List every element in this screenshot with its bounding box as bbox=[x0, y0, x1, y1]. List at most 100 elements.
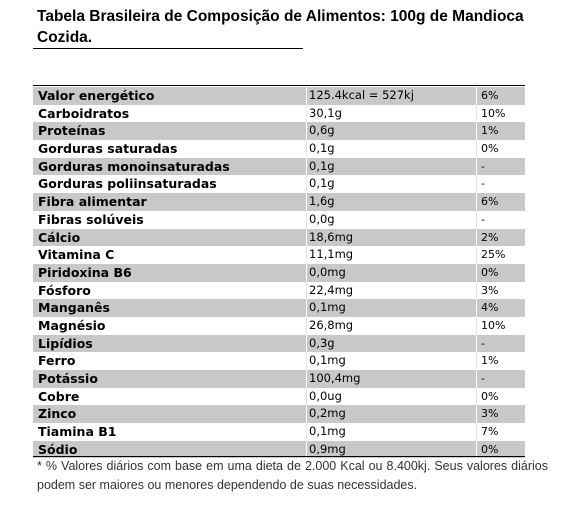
table-row: Ferro 0,1mg 1% bbox=[33, 352, 525, 370]
column-divider bbox=[476, 405, 477, 424]
nutrient-amount: 0,6g bbox=[309, 123, 335, 138]
nutrient-amount: 125.4kcal = 527kj bbox=[309, 88, 414, 102]
nutrient-name: Fósforo bbox=[38, 282, 91, 298]
nutrition-table: Valor energético 125.4kcal = 527kj 6% Carbo… bbox=[33, 87, 525, 459]
column-divider bbox=[476, 140, 477, 158]
column-divider bbox=[476, 299, 477, 317]
column-divider bbox=[306, 387, 307, 406]
daily-value-percent: - bbox=[481, 372, 485, 385]
nutrient-amount: 0,1mg bbox=[309, 424, 346, 439]
nutrient-amount: 1,6g bbox=[309, 194, 335, 209]
daily-value-percent: 25% bbox=[481, 248, 506, 262]
nutrient-amount: 0,1g bbox=[309, 176, 335, 191]
column-divider bbox=[476, 87, 477, 105]
nutrient-name: Zinco bbox=[38, 406, 77, 422]
daily-value-percent: - bbox=[481, 336, 485, 350]
table-row: Lipídios 0,3g - bbox=[33, 334, 525, 353]
column-divider bbox=[306, 140, 307, 158]
table-row: Cobre 0,0ug 0% bbox=[33, 387, 525, 406]
nutrient-name: Tiamina B1 bbox=[38, 424, 117, 440]
column-divider bbox=[306, 352, 307, 370]
daily-value-percent: - bbox=[481, 212, 485, 226]
table-row: Sódio 0,9mg 0% bbox=[33, 440, 525, 459]
column-divider bbox=[306, 263, 307, 282]
nutrient-amount: 0,2mg bbox=[309, 406, 346, 421]
nutrient-name: Piridoxina B6 bbox=[38, 264, 132, 280]
title-underline bbox=[33, 48, 303, 49]
table-row: Proteínas 0,6g 1% bbox=[33, 122, 525, 141]
nutrient-amount: 26,8mg bbox=[309, 317, 354, 332]
daily-value-percent: 3% bbox=[481, 283, 499, 297]
column-divider bbox=[306, 210, 307, 229]
nutrient-amount: 30,1g bbox=[309, 105, 342, 120]
column-divider bbox=[476, 423, 477, 441]
nutrient-name: Vitamina C bbox=[38, 247, 115, 263]
nutrient-amount: 11,1mg bbox=[309, 247, 354, 262]
nutrient-name: Carboidratos bbox=[38, 105, 130, 121]
nutrient-amount: 0,3g bbox=[309, 335, 335, 350]
daily-value-percent: 1% bbox=[481, 124, 499, 138]
column-divider bbox=[306, 228, 307, 247]
column-divider bbox=[476, 281, 477, 300]
daily-value-percent: - bbox=[481, 177, 485, 191]
column-divider bbox=[306, 122, 307, 141]
column-divider bbox=[476, 210, 477, 229]
column-divider bbox=[306, 281, 307, 300]
nutrient-amount: 18,6mg bbox=[309, 229, 354, 244]
daily-value-percent: 4% bbox=[481, 301, 499, 315]
column-divider bbox=[306, 87, 307, 105]
nutrient-amount: 100,4mg bbox=[309, 371, 361, 385]
nutrient-amount: 0,0g bbox=[309, 211, 335, 226]
daily-value-percent: 6% bbox=[481, 195, 499, 209]
nutrient-amount: 22,4mg bbox=[309, 282, 354, 297]
column-divider bbox=[476, 122, 477, 141]
column-divider bbox=[306, 175, 307, 194]
table-row: Gorduras poliinsaturadas 0,1g - bbox=[33, 175, 525, 194]
column-divider bbox=[306, 157, 307, 176]
column-divider bbox=[306, 316, 307, 335]
table-row: Gorduras saturadas 0,1g 0% bbox=[33, 140, 525, 158]
nutrient-name: Cálcio bbox=[38, 229, 81, 245]
daily-value-percent: 10% bbox=[481, 318, 506, 332]
nutrient-name: Gorduras saturadas bbox=[38, 141, 178, 157]
nutrient-amount: 0,0ug bbox=[309, 388, 342, 403]
daily-value-percent: 0% bbox=[481, 265, 499, 279]
nutrient-name: Valor energético bbox=[38, 88, 155, 103]
table-row: Manganês 0,1mg 4% bbox=[33, 299, 525, 317]
table-row: Fósforo 22,4mg 3% bbox=[33, 281, 525, 300]
nutrient-name: Gorduras poliinsaturadas bbox=[38, 176, 217, 192]
column-divider bbox=[306, 370, 307, 388]
nutrient-name: Potássio bbox=[38, 371, 98, 386]
column-divider bbox=[476, 246, 477, 264]
table-row: Vitamina C 11,1mg 25% bbox=[33, 246, 525, 264]
column-divider bbox=[306, 334, 307, 353]
footnote: * % Valores diários com base em uma diet… bbox=[37, 459, 548, 492]
nutrient-amount: 0,9mg bbox=[309, 441, 346, 456]
column-divider bbox=[476, 316, 477, 335]
table-row: Potássio 100,4mg - bbox=[33, 370, 525, 388]
nutrient-name: Fibras solúveis bbox=[38, 211, 144, 227]
column-divider bbox=[476, 104, 477, 123]
table-top-rule bbox=[33, 85, 525, 86]
nutrient-name: Manganês bbox=[38, 300, 110, 316]
daily-value-percent: 2% bbox=[481, 230, 499, 244]
table-row: Cálcio 18,6mg 2% bbox=[33, 228, 525, 247]
table-row: Fibra alimentar 1,6g 6% bbox=[33, 193, 525, 211]
table-row: Piridoxina B6 0,0mg 0% bbox=[33, 263, 525, 282]
daily-value-percent: 0% bbox=[481, 442, 499, 456]
daily-value-percent: 3% bbox=[481, 407, 499, 421]
table-row: Magnésio 26,8mg 10% bbox=[33, 316, 525, 335]
nutrient-name: Proteínas bbox=[38, 123, 106, 139]
column-divider bbox=[476, 387, 477, 406]
column-divider bbox=[476, 193, 477, 211]
column-divider bbox=[306, 193, 307, 211]
table-row: Valor energético 125.4kcal = 527kj 6% bbox=[33, 87, 525, 105]
daily-value-percent: 7% bbox=[481, 425, 499, 439]
nutrient-name: Magnésio bbox=[38, 317, 106, 333]
column-divider bbox=[306, 246, 307, 264]
daily-value-percent: 6% bbox=[481, 89, 499, 102]
column-divider bbox=[306, 423, 307, 441]
nutrient-amount: 0,1g bbox=[309, 141, 335, 156]
column-divider bbox=[476, 334, 477, 353]
column-divider bbox=[476, 440, 477, 459]
